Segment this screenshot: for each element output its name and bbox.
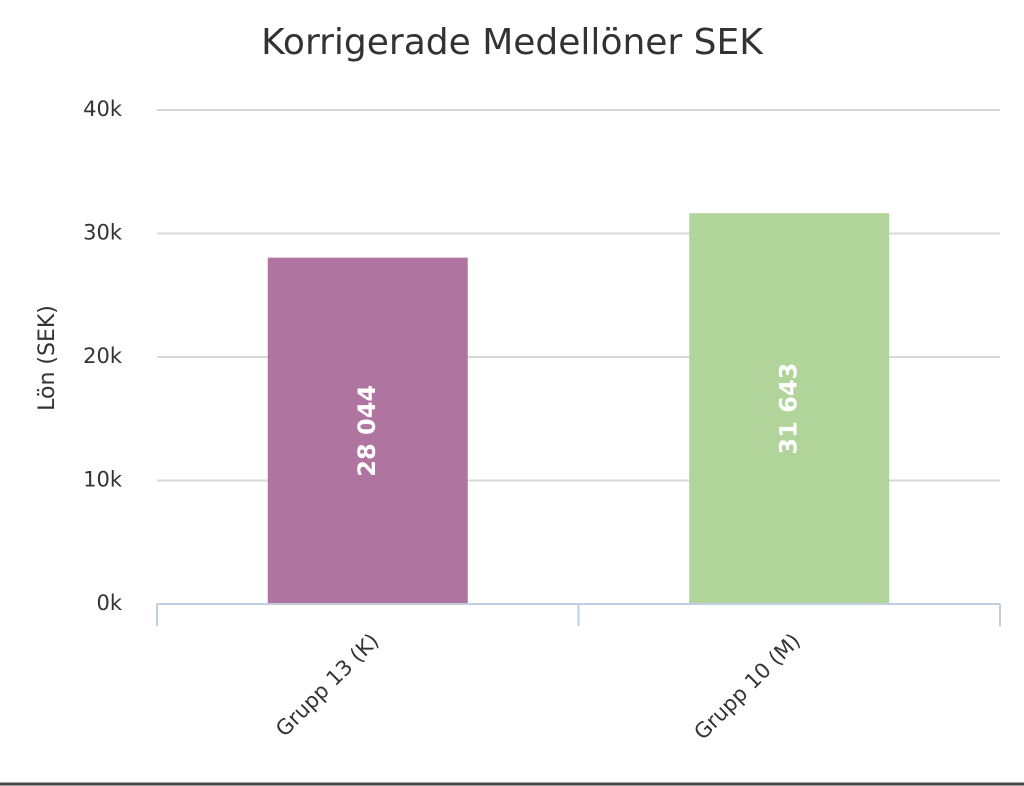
y-axis-label: Lön (SEK) bbox=[35, 305, 60, 411]
bar bbox=[689, 213, 890, 604]
bar bbox=[267, 257, 468, 604]
y-tick-label: 0k bbox=[96, 591, 122, 615]
y-tick-label: 40k bbox=[83, 97, 123, 121]
y-tick-label: 10k bbox=[83, 468, 123, 492]
x-tick-label: Grupp 13 (K) bbox=[271, 629, 384, 742]
value-label: 31 643 bbox=[774, 363, 802, 455]
x-tick-label: Grupp 10 (M) bbox=[689, 629, 805, 745]
y-tick-label: 20k bbox=[83, 344, 123, 368]
chart-title: Korrigerade Medellöner SEK bbox=[261, 22, 764, 63]
value-label: 28 044 bbox=[353, 385, 381, 477]
y-tick-label: 30k bbox=[83, 221, 123, 245]
